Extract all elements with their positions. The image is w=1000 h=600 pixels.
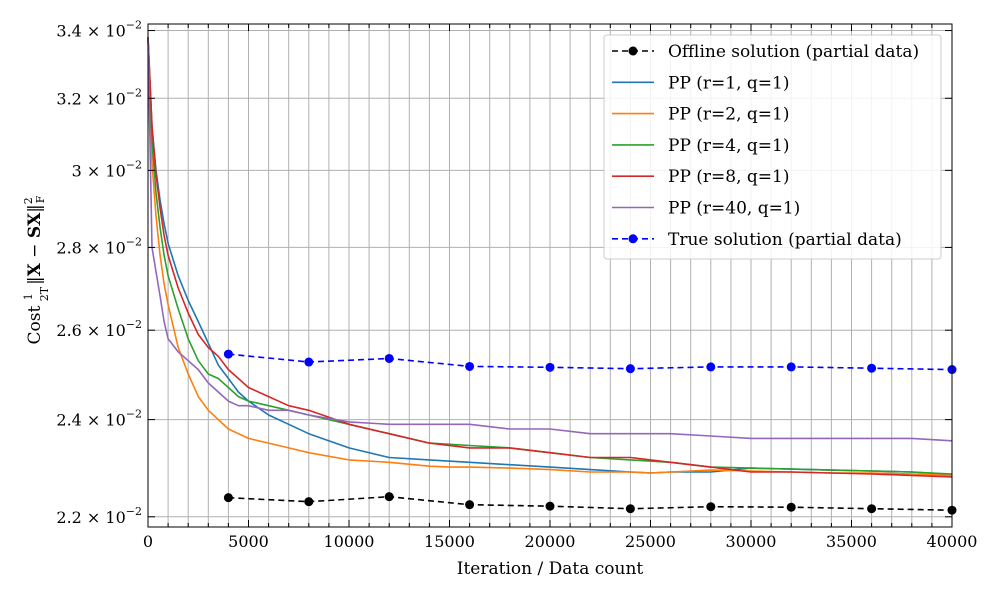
legend-label: PP (r=8, q=1) — [668, 167, 789, 187]
data-point — [706, 502, 716, 512]
legend: Offline solution (partial data) PP (r=1, … — [603, 34, 942, 260]
x-tick-label: 40000 — [927, 532, 978, 551]
legend-label: PP (r=40, q=1) — [668, 199, 800, 219]
x-tick-label: 35000 — [826, 532, 877, 551]
y-tick-label: 2.8 × 10−2 — [56, 235, 142, 257]
data-point — [384, 492, 394, 502]
data-point — [465, 361, 475, 371]
x-tick-label: 5000 — [228, 532, 269, 551]
y-tick-label: 2.4 × 10−2 — [56, 408, 142, 430]
data-point — [625, 364, 635, 374]
legend-label: PP (r=2, q=1) — [668, 105, 789, 125]
series-line — [147, 37, 953, 478]
svg-text:Cost 12T‖X − SX‖2F: Cost 1 2T‖X − SX‖2F — [22, 195, 51, 344]
x-tick-label: 25000 — [625, 532, 676, 551]
ticks: 0 5000 10000 15000 20000 25000 30000 35000 40000… — [56, 19, 977, 551]
legend-marker — [628, 46, 638, 56]
legend-marker — [628, 234, 638, 244]
legend-label: PP (r=4, q=1) — [668, 136, 789, 156]
x-tick-label: 15000 — [424, 532, 475, 551]
data-point — [304, 357, 314, 367]
data-point — [867, 363, 877, 373]
series-layer — [147, 37, 957, 515]
data-point — [465, 500, 475, 510]
data-point — [625, 504, 635, 514]
data-point — [545, 501, 555, 511]
y-tick-label: 2.2 × 10−2 — [56, 505, 142, 527]
legend-label: Offline solution (partial data) — [668, 42, 919, 62]
legend-label: True solution (partial data) — [668, 230, 902, 250]
data-point — [706, 362, 716, 372]
data-point — [867, 504, 877, 514]
y-tick-label: 3.2 × 10−2 — [56, 86, 142, 108]
series-line-dashed — [228, 353, 953, 371]
data-point — [304, 497, 314, 507]
data-point — [786, 362, 796, 372]
x-axis-label: Iteration / Data count — [457, 559, 644, 579]
legend-box — [603, 34, 942, 260]
x-tick-label: 10000 — [324, 532, 375, 551]
data-point — [545, 362, 555, 372]
x-tick-label: 0 — [143, 532, 153, 551]
data-point — [384, 353, 394, 363]
x-tick-label: 20000 — [525, 532, 576, 551]
y-tick-label: 3.4 × 10−2 — [56, 19, 142, 41]
data-point — [223, 493, 233, 503]
legend-label: PP (r=1, q=1) — [668, 73, 789, 93]
series-line — [147, 37, 953, 442]
data-point — [223, 349, 233, 359]
series-line — [147, 37, 953, 477]
series-line-dashed — [228, 495, 953, 511]
y-tick-label: 2.6 × 10−2 — [56, 318, 142, 340]
data-point — [786, 502, 796, 512]
y-axis-label: Cost 1 2T‖X − SX‖2F — [22, 195, 51, 344]
y-tick-label: 3 × 10−2 — [72, 158, 142, 180]
x-tick-label: 30000 — [726, 532, 777, 551]
axis-labels: Iteration / Data count Cost 1 2T‖X − SX‖2… — [22, 195, 643, 579]
